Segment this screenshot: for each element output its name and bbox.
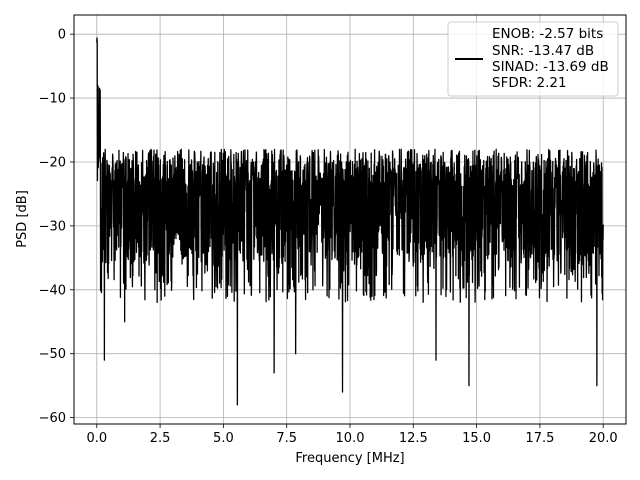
x-axis-ticks: 0.0 2.5 5.0 7.5 10.0 12.5 15.0 17.5 20.0 <box>86 424 618 446</box>
legend-line-enob: ENOB: -2.57 bits <box>492 26 603 42</box>
x-tick-label: 7.5 <box>276 431 297 446</box>
y-tick-label: −60 <box>39 411 66 426</box>
series-layer <box>96 37 604 406</box>
y-tick-label: 0 <box>58 28 66 43</box>
y-axis-ticks: 0 −10 −20 −30 −40 −50 −60 <box>39 28 74 426</box>
y-tick-label: −10 <box>39 92 66 107</box>
x-tick-label: 17.5 <box>525 431 554 446</box>
x-tick-label: 10.0 <box>336 431 365 446</box>
x-tick-label: 5.0 <box>213 431 234 446</box>
y-tick-label: −20 <box>39 155 66 170</box>
x-tick-label: 20.0 <box>589 431 618 446</box>
legend-box <box>447 21 619 97</box>
x-tick-label: 0.0 <box>86 431 107 446</box>
y-tick-label: −30 <box>39 219 66 234</box>
x-axis-label: Frequency [MHz] <box>295 451 404 466</box>
x-tick-label: 15.0 <box>462 431 491 446</box>
y-tick-label: −50 <box>39 347 66 362</box>
legend-line-sinad: SINAD: -13.69 dB <box>492 59 609 75</box>
y-axis-label: PSD [dB] <box>15 190 30 248</box>
x-tick-label: 12.5 <box>399 431 428 446</box>
legend-line-sfdr: SFDR: 2.21 <box>492 75 567 91</box>
y-tick-label: −40 <box>39 283 66 298</box>
psd-series-line <box>96 37 604 406</box>
x-tick-label: 2.5 <box>150 431 171 446</box>
legend-line-snr: SNR: -13.47 dB <box>492 43 594 59</box>
legend: ENOB: -2.57 bits SNR: -13.47 dB SINAD: -… <box>447 21 619 97</box>
